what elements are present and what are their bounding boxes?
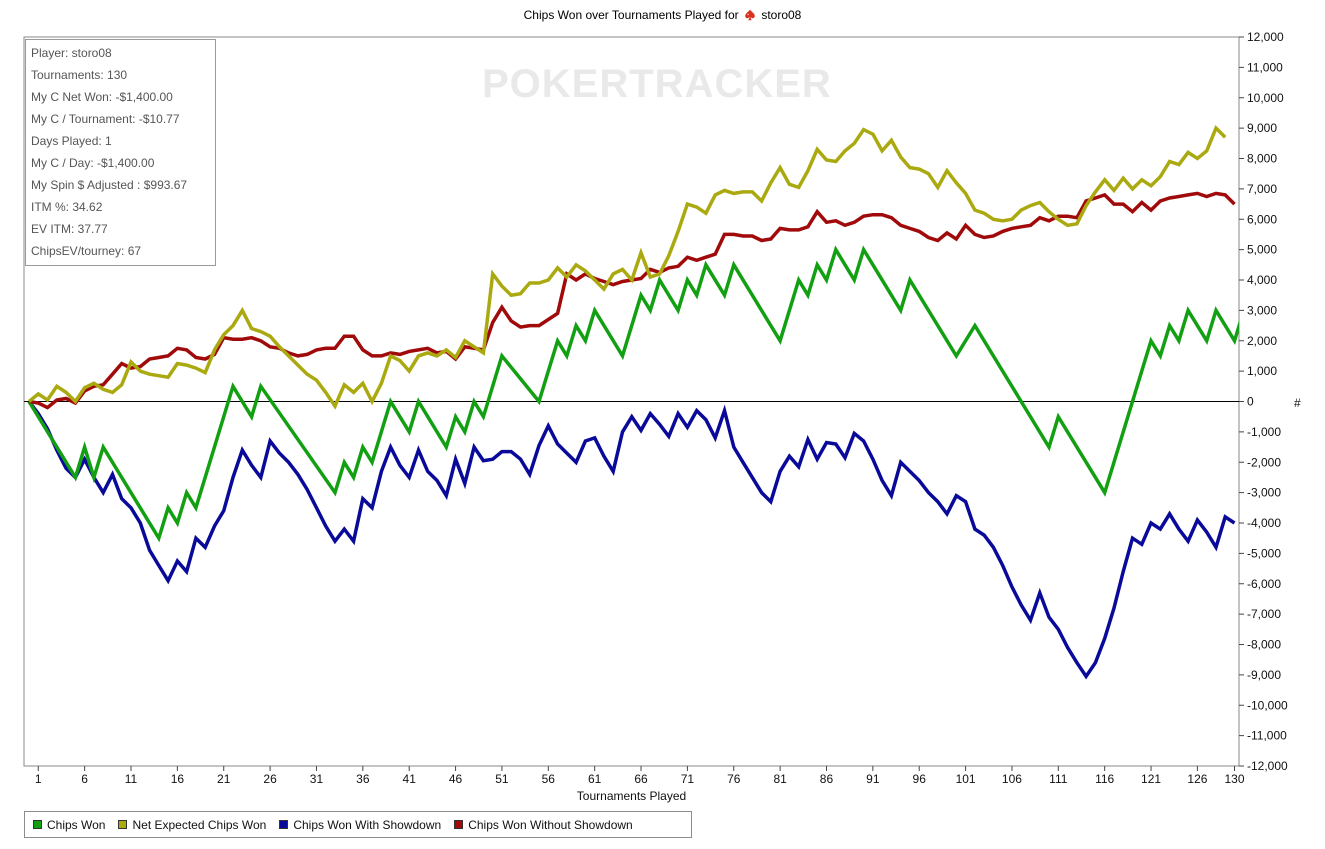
x-tick-label: 1 bbox=[35, 772, 42, 786]
y-tick-label: 12,000 bbox=[1247, 30, 1284, 44]
y-tick-label: 10,000 bbox=[1247, 91, 1284, 105]
y-tick-label: 7,000 bbox=[1247, 182, 1277, 196]
legend-swatch bbox=[118, 820, 128, 829]
x-tick-label: 46 bbox=[449, 772, 463, 786]
x-tick-label: 81 bbox=[773, 772, 787, 786]
stat-chipsev: ChipsEV/tourney: 67 bbox=[31, 244, 142, 258]
x-tick-label: 101 bbox=[956, 772, 976, 786]
y-tick-label: 4,000 bbox=[1247, 273, 1277, 287]
series-line-chips-won-with-showdown bbox=[27, 400, 1236, 680]
x-tick-label: 71 bbox=[681, 772, 695, 786]
y-tick-label: -10,000 bbox=[1247, 698, 1288, 712]
x-tick-label: 16 bbox=[171, 772, 185, 786]
x-tick-label: 21 bbox=[217, 772, 231, 786]
y-tick-label: 2,000 bbox=[1247, 334, 1277, 348]
y-tick-label: 11,000 bbox=[1247, 60, 1283, 74]
x-tick-label: 86 bbox=[820, 772, 834, 786]
y-tick-label: -2,000 bbox=[1247, 455, 1281, 469]
chart-title: Chips Won over Tournaments Played for st… bbox=[0, 8, 1325, 22]
x-tick-label: 56 bbox=[542, 772, 556, 786]
y-tick-label: 0 bbox=[1247, 395, 1254, 409]
x-tick-label: 126 bbox=[1187, 772, 1207, 786]
x-tick-label: 36 bbox=[356, 772, 370, 786]
legend-label: Chips Won Without Showdown bbox=[468, 817, 633, 832]
stat-days-played: Days Played: 1 bbox=[31, 134, 112, 148]
y-tick-label: -11,000 bbox=[1247, 729, 1287, 743]
y-tick-label: -4,000 bbox=[1247, 516, 1281, 530]
legend-item-without-showdown[interactable]: Chips Won Without Showdown bbox=[454, 818, 633, 832]
chart-title-prefix: Chips Won over Tournaments Played for bbox=[523, 8, 739, 22]
y-tick-label: 9,000 bbox=[1247, 121, 1277, 135]
stat-tournaments: Tournaments: 130 bbox=[31, 68, 128, 82]
x-tick-label: 130 bbox=[1224, 772, 1244, 786]
y-tick-label: -7,000 bbox=[1247, 607, 1281, 621]
x-tick-label: 106 bbox=[1002, 772, 1022, 786]
legend-item-with-showdown[interactable]: Chips Won With Showdown bbox=[279, 818, 441, 832]
legend-swatch bbox=[279, 820, 289, 829]
legend-label: Net Expected Chips Won bbox=[132, 817, 267, 832]
y-tick-label: -5,000 bbox=[1247, 546, 1281, 560]
y-tick-label: 6,000 bbox=[1247, 212, 1277, 226]
x-tick-label: 26 bbox=[263, 772, 277, 786]
y-tick-label: 3,000 bbox=[1247, 303, 1277, 317]
stat-ev-itm: EV ITM: 37.77 bbox=[31, 222, 108, 236]
legend-item-net-expected[interactable]: Net Expected Chips Won bbox=[118, 818, 266, 832]
stat-net-won: My C Net Won: -$1,400.00 bbox=[31, 90, 173, 104]
legend-swatch bbox=[454, 820, 464, 829]
stat-player: Player: storo08 bbox=[31, 46, 112, 60]
x-tick-label: 76 bbox=[727, 772, 741, 786]
y-tick-label: -12,000 bbox=[1247, 759, 1288, 773]
x-tick-label: 111 bbox=[1049, 772, 1068, 786]
legend-item-chips-won[interactable]: Chips Won bbox=[33, 818, 105, 832]
legend-swatch bbox=[33, 820, 42, 829]
stats-panel: Player: storo08 Tournaments: 130 My C Ne… bbox=[25, 39, 216, 266]
y-tick-label: -8,000 bbox=[1247, 638, 1281, 652]
y-tick-label: 5,000 bbox=[1247, 243, 1277, 257]
x-tick-label: 11 bbox=[125, 772, 138, 786]
x-tick-label: 41 bbox=[403, 772, 417, 786]
stat-per-tournament: My C / Tournament: -$10.77 bbox=[31, 112, 180, 126]
series-line-net-expected-chips-won bbox=[27, 125, 1227, 410]
x-tick-label: 91 bbox=[866, 772, 880, 786]
y-tick-label: -9,000 bbox=[1247, 668, 1281, 682]
stat-itm: ITM %: 34.62 bbox=[31, 200, 103, 214]
y-tick-label: -1,000 bbox=[1247, 425, 1281, 439]
legend-label: Chips Won bbox=[47, 817, 106, 832]
x-tick-label: 116 bbox=[1095, 772, 1114, 786]
x-tick-label: 96 bbox=[913, 772, 927, 786]
spade-icon bbox=[745, 9, 755, 21]
y-tick-label: -6,000 bbox=[1247, 577, 1281, 591]
y-tick-label: 1,000 bbox=[1247, 364, 1277, 378]
x-tick-label: 61 bbox=[588, 772, 602, 786]
y-tick-label: -3,000 bbox=[1247, 486, 1281, 500]
stat-spin-adjusted: My Spin $ Adjusted : $993.67 bbox=[31, 178, 188, 192]
x-tick-label: 6 bbox=[81, 772, 88, 786]
x-tick-label: 31 bbox=[310, 772, 324, 786]
y-axis-unit: # bbox=[1294, 396, 1301, 410]
y-tick-label: 8,000 bbox=[1247, 152, 1277, 166]
chart-title-player: storo08 bbox=[761, 8, 802, 22]
x-axis-label: Tournaments Played bbox=[576, 789, 687, 803]
legend: Chips Won Net Expected Chips Won Chips W… bbox=[24, 811, 692, 838]
series-line-chips-won bbox=[27, 245, 1239, 543]
legend-label: Chips Won With Showdown bbox=[293, 817, 442, 832]
stat-per-day: My C / Day: -$1,400.00 bbox=[31, 156, 155, 170]
x-tick-label: 121 bbox=[1141, 772, 1161, 786]
pokertracker-watermark: POKERTRACKER bbox=[482, 62, 832, 106]
x-tick-label: 51 bbox=[495, 772, 509, 786]
x-tick-label: 66 bbox=[634, 772, 648, 786]
